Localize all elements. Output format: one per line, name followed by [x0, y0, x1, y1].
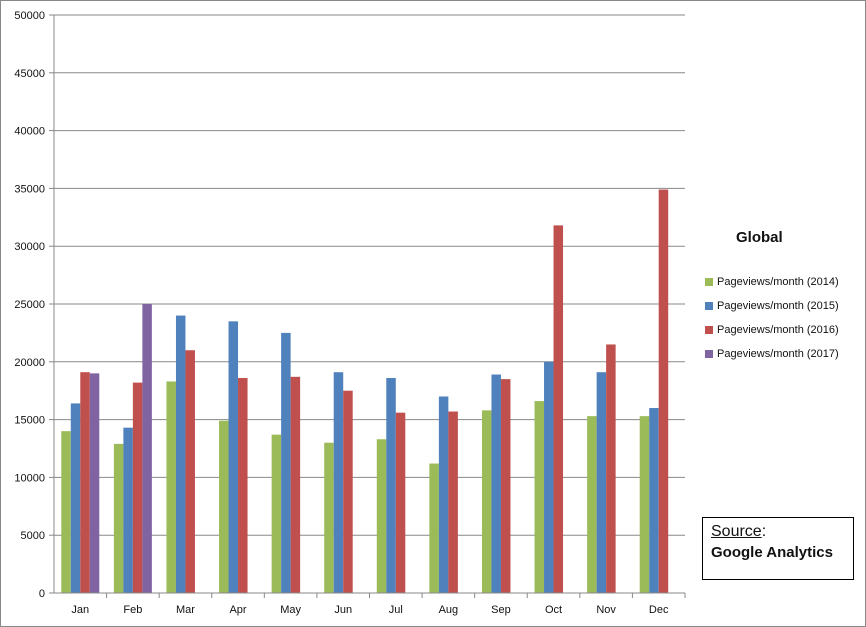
- y-tick-label: 0: [39, 588, 45, 600]
- legend-label: Pageviews/month (2014): [717, 276, 839, 288]
- bar: [544, 361, 554, 593]
- source-box: Source: Google Analytics: [702, 517, 854, 580]
- bar: [639, 416, 650, 593]
- bar: [606, 344, 616, 593]
- y-tick-label: 45000: [14, 68, 45, 80]
- bar: [658, 189, 669, 593]
- legend-item: Pageviews/month (2014): [705, 270, 839, 294]
- bar: [166, 381, 176, 593]
- bar: [123, 427, 133, 593]
- legend-item: Pageviews/month (2017): [705, 342, 839, 366]
- bar: [491, 374, 501, 593]
- bar: [438, 396, 449, 593]
- x-tick-label: Jan: [71, 604, 89, 616]
- legend-swatch: [705, 350, 713, 358]
- legend-label: Pageviews/month (2015): [717, 300, 839, 312]
- x-tick-label: Jun: [334, 604, 352, 616]
- bar: [89, 373, 100, 593]
- bar: [185, 350, 195, 593]
- x-tick-label: Sep: [491, 604, 511, 616]
- bar: [587, 416, 597, 593]
- y-tick-label: 35000: [14, 183, 45, 195]
- legend-item: Pageviews/month (2015): [705, 294, 839, 318]
- legend-label: Pageviews/month (2016): [717, 324, 839, 336]
- x-tick-label: Feb: [123, 604, 142, 616]
- gridlines: [54, 14, 685, 536]
- bar: [448, 411, 458, 593]
- bar: [324, 442, 334, 593]
- y-axis-ticks: 0 5000 10000 15000 20000 25000 30000 35000 40000…: [14, 10, 54, 600]
- legend: Pageviews/month (2014) Pageviews/month (2…: [705, 270, 839, 366]
- y-tick-label: 30000: [14, 241, 45, 253]
- bar: [238, 377, 248, 593]
- legend-swatch: [705, 278, 713, 286]
- x-tick-label: Mar: [176, 604, 195, 616]
- x-tick-label: Nov: [596, 604, 616, 616]
- y-tick-label: 15000: [14, 415, 45, 427]
- bar: [386, 377, 396, 593]
- bar: [271, 434, 282, 593]
- bar: [429, 463, 439, 593]
- legend-item: Pageviews/month (2016): [705, 318, 839, 342]
- bar: [553, 225, 564, 593]
- bar: [70, 403, 81, 593]
- x-tick-label: Jul: [389, 604, 403, 616]
- y-tick-label: 5000: [21, 530, 45, 542]
- legend-swatch: [705, 302, 713, 310]
- bar: [80, 372, 90, 593]
- source-value: Google Analytics: [711, 544, 833, 561]
- x-tick-label: Oct: [545, 604, 562, 616]
- bar: [290, 376, 301, 593]
- bar: [534, 401, 545, 593]
- source-label: Source:: [711, 522, 845, 542]
- y-tick-label: 20000: [14, 357, 45, 369]
- bar: [175, 315, 186, 593]
- source-label-text: Source: [711, 523, 762, 540]
- x-tick-label: Dec: [649, 604, 669, 616]
- bar: [333, 372, 344, 593]
- bar: [228, 321, 239, 593]
- bar: [395, 412, 406, 593]
- bar: [61, 431, 71, 593]
- bar: [596, 372, 607, 593]
- x-tick-label: Apr: [229, 604, 246, 616]
- y-tick-label: 50000: [14, 10, 45, 22]
- bar: [376, 439, 387, 593]
- bar: [281, 332, 291, 593]
- y-tick-label: 40000: [14, 126, 45, 138]
- bar: [343, 390, 353, 593]
- bars: [61, 189, 669, 593]
- axes: [53, 15, 685, 594]
- bar: [219, 420, 229, 593]
- bar: [500, 379, 511, 593]
- legend-label: Pageviews/month (2017): [717, 348, 839, 360]
- x-axis-ticks: Jan Feb Mar Apr May Jun Jul Aug Sep Oct Nov Dec: [71, 593, 686, 616]
- bar: [142, 304, 152, 593]
- bar: [649, 408, 659, 593]
- legend-title: Global: [736, 229, 783, 246]
- legend-swatch: [705, 326, 713, 334]
- bar: [113, 443, 124, 593]
- x-tick-label: May: [280, 604, 301, 616]
- source-colon: :: [761, 523, 767, 540]
- y-tick-label: 25000: [14, 299, 45, 311]
- bar: [132, 382, 143, 593]
- y-tick-label: 10000: [14, 472, 45, 484]
- x-tick-label: Aug: [439, 604, 459, 616]
- bar: [481, 410, 492, 593]
